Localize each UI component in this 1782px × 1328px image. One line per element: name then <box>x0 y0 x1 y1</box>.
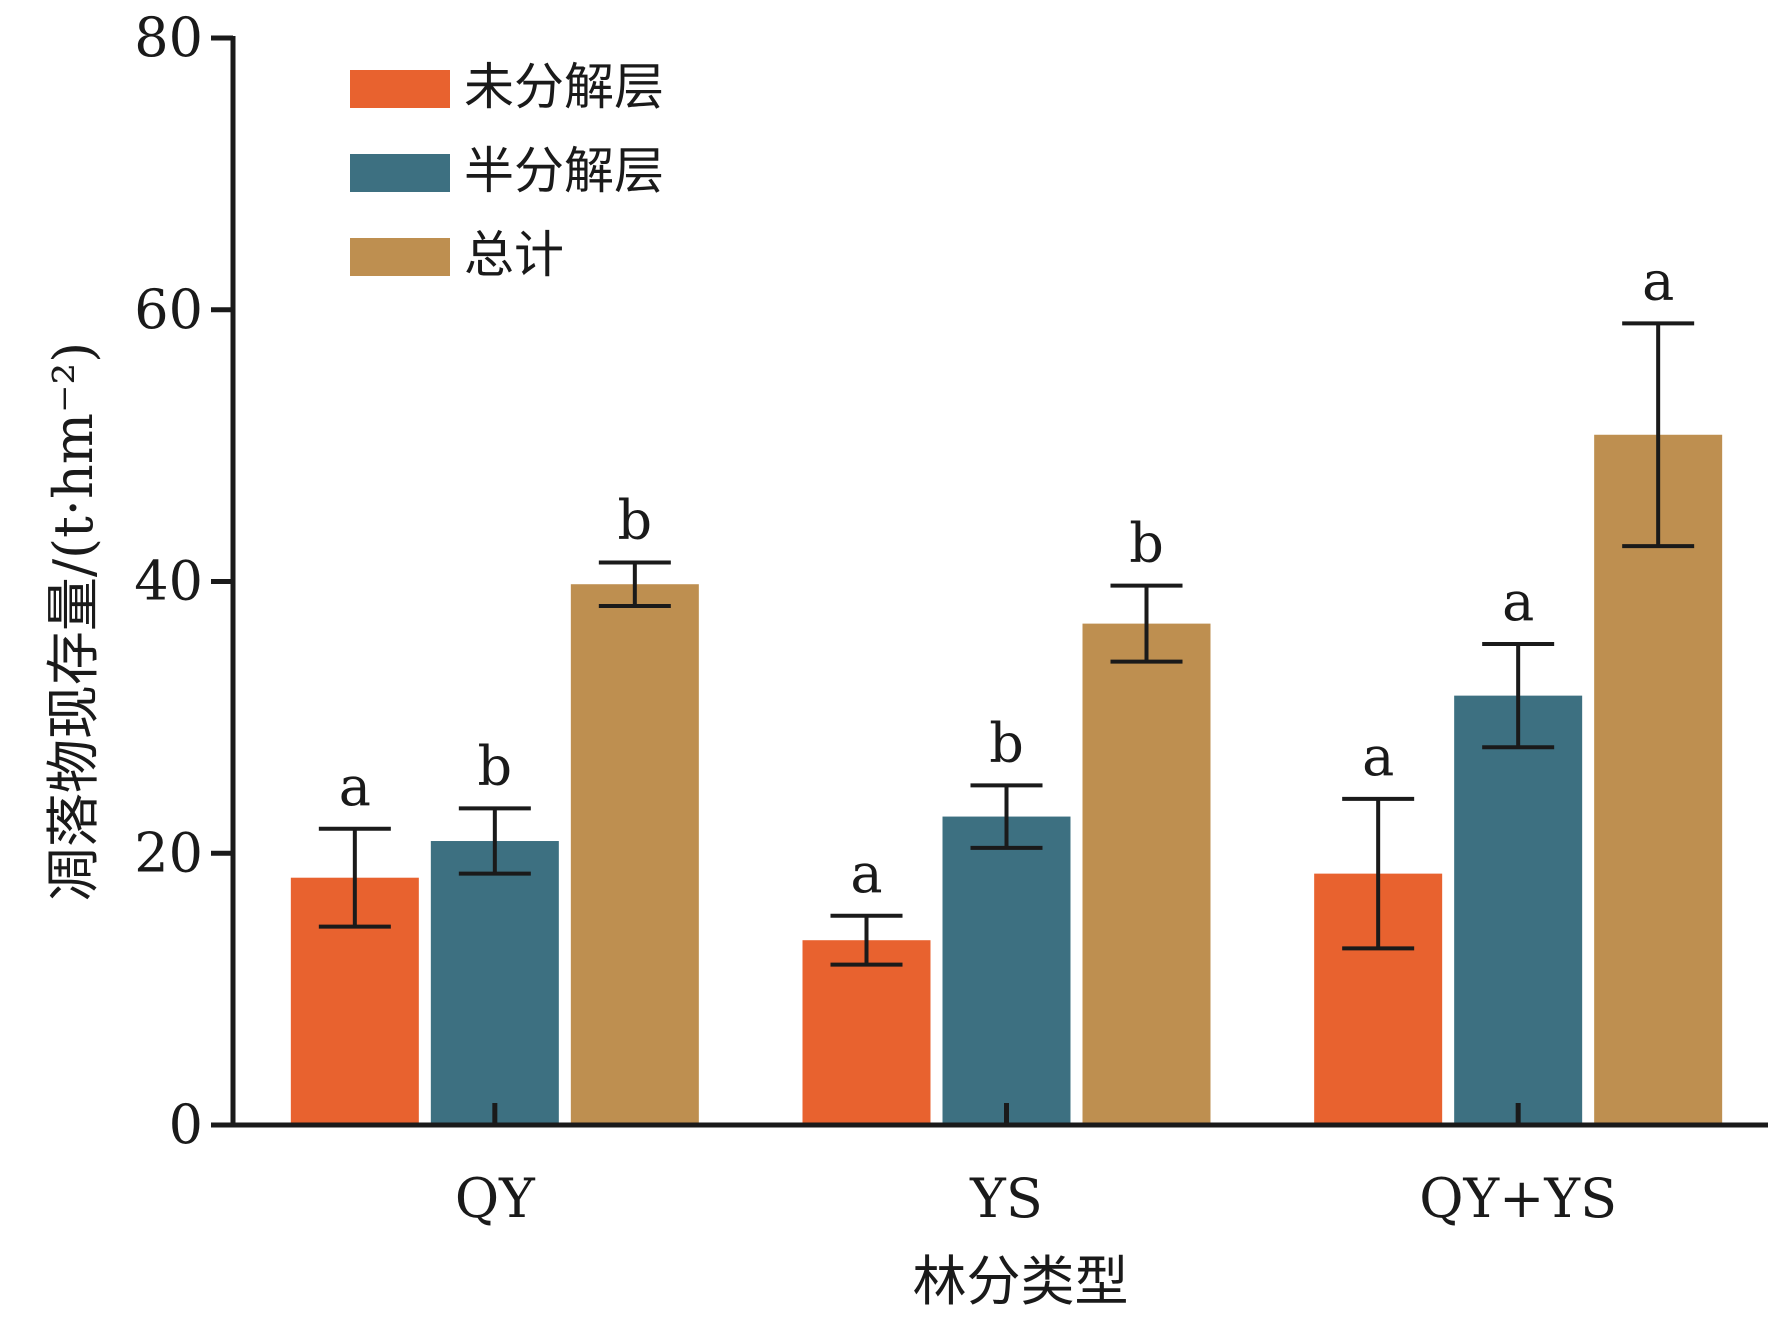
legend-swatch <box>350 70 450 108</box>
bar <box>1082 623 1211 1125</box>
y-tick-label: 40 <box>134 550 203 613</box>
significance-label: a <box>850 842 882 905</box>
legend-swatch <box>350 238 450 276</box>
x-tick-label: YS <box>969 1167 1043 1230</box>
bar <box>570 584 699 1125</box>
bar <box>1454 695 1583 1125</box>
y-axis-title: 凋落物现存量/(t·hm⁻²) <box>42 342 105 901</box>
significance-labels-group: a b b a b b a a a <box>339 249 1675 904</box>
bars-group <box>290 434 1723 1125</box>
y-tick-label: 20 <box>134 821 203 884</box>
x-tick-label: QY <box>455 1167 536 1230</box>
significance-label: a <box>339 755 371 818</box>
bar <box>942 816 1071 1125</box>
significance-label: b <box>989 711 1024 774</box>
y-tick-label: 0 <box>169 1093 203 1156</box>
y-tick-label: 60 <box>134 278 203 341</box>
x-tick-label: QY+YS <box>1419 1167 1617 1230</box>
x-axis-title: 林分类型 <box>913 1250 1129 1313</box>
legend-label: 半分解层 <box>464 142 664 200</box>
y-ticks-group: 0 20 40 60 80 <box>134 6 233 1156</box>
significance-label: a <box>1362 725 1394 788</box>
legend-label: 总计 <box>464 226 564 284</box>
bar <box>430 841 559 1125</box>
significance-label: b <box>1129 512 1164 575</box>
significance-label: a <box>1502 570 1534 633</box>
legend-label: 未分解层 <box>464 58 664 116</box>
significance-label: a <box>1642 249 1674 312</box>
significance-label: b <box>478 734 513 797</box>
error-bars-group <box>318 321 1695 967</box>
bar <box>1594 434 1723 1125</box>
legend-swatch <box>350 154 450 192</box>
bar <box>802 940 931 1125</box>
y-tick-label: 80 <box>134 6 203 69</box>
significance-label: b <box>618 488 653 551</box>
x-ticks-group: QY YS QY+YS <box>455 1103 1617 1230</box>
